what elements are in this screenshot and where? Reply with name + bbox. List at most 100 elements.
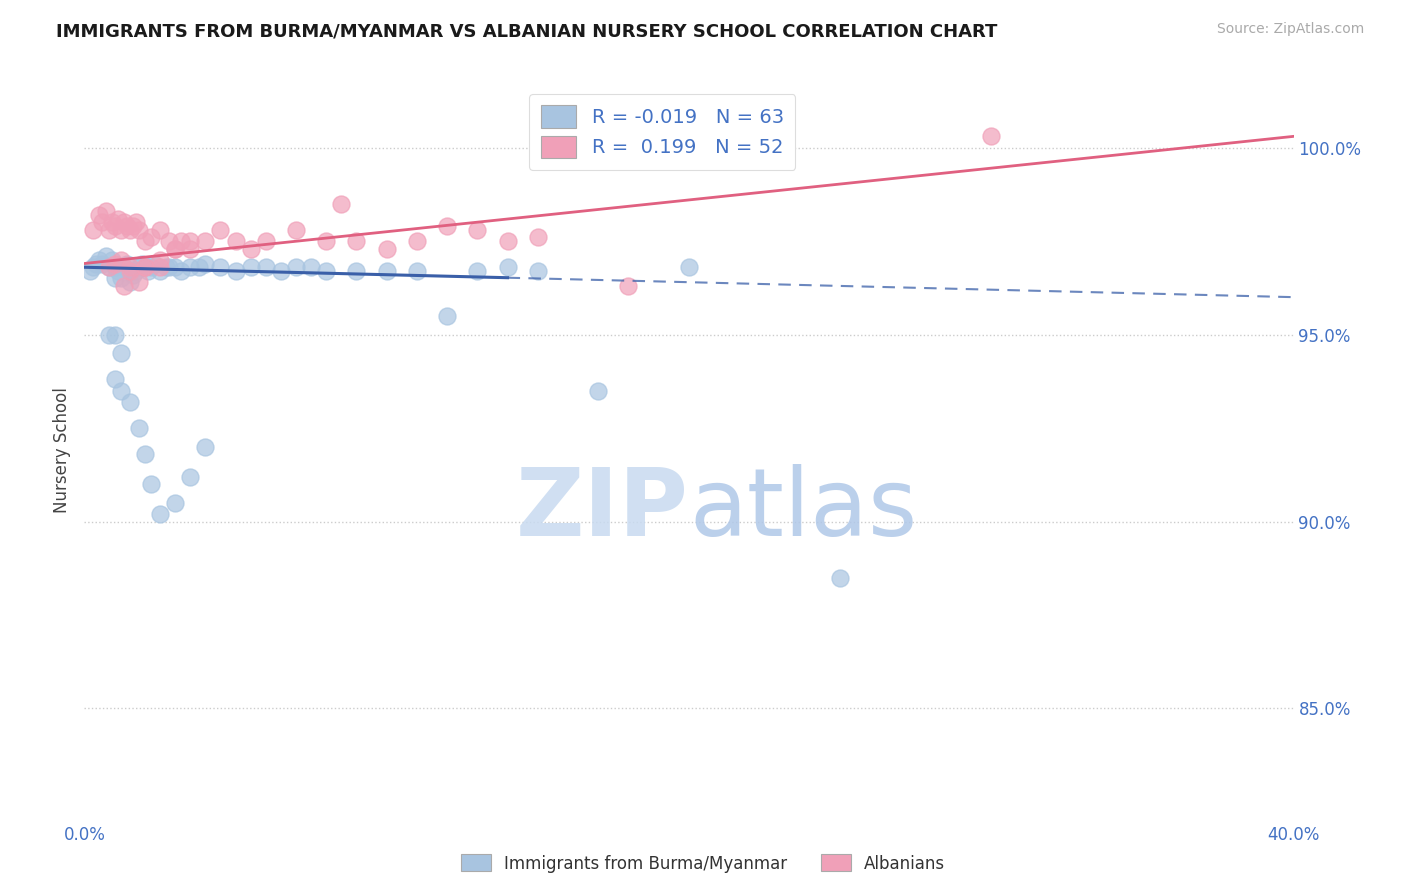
Point [121,219,143,233]
Point [155,260,177,275]
Point [115,219,138,233]
Point [134,234,156,248]
Point [467,223,489,237]
Point [107,211,129,226]
Point [112,279,135,293]
Point [82,260,104,275]
Point [112,215,135,229]
Point [149,507,172,521]
Point [110,252,132,267]
Point [97,260,120,275]
Point [134,260,156,275]
Point [239,242,262,256]
Point [179,469,201,483]
Point [157,260,180,275]
Point [100,215,122,229]
Point [104,372,127,386]
Point [97,223,120,237]
Point [118,264,141,278]
Text: IMMIGRANTS FROM BURMA/MYANMAR VS ALBANIAN NURSERY SCHOOL CORRELATION CHART: IMMIGRANTS FROM BURMA/MYANMAR VS ALBANIA… [56,22,998,40]
Point [299,260,322,275]
Legend: R = -0.019   N = 63, R =  0.199   N = 52: R = -0.019 N = 63, R = 0.199 N = 52 [530,94,796,169]
Point [104,327,127,342]
Point [91,256,114,270]
Point [346,264,368,278]
Point [527,264,550,278]
Point [89,252,111,267]
Legend: Immigrants from Burma/Myanmar, Albanians: Immigrants from Burma/Myanmar, Albanians [454,847,952,880]
Point [115,256,138,270]
Point [112,260,135,275]
Point [209,223,232,237]
Point [467,264,489,278]
Text: atlas: atlas [689,464,917,556]
Point [254,260,277,275]
Point [149,264,172,278]
Point [139,230,162,244]
Point [165,242,187,256]
Point [194,234,217,248]
Point [330,196,353,211]
Point [527,230,550,244]
Point [315,234,337,248]
Point [134,447,156,461]
Point [170,264,193,278]
Point [128,260,150,275]
Point [157,234,180,248]
Point [209,260,232,275]
Point [346,234,368,248]
Point [131,256,153,270]
Point [118,260,141,275]
Point [128,275,150,289]
Point [149,252,172,267]
Point [104,219,127,233]
Point [118,275,141,289]
Point [104,260,127,275]
Point [97,327,120,342]
Point [128,223,150,237]
Point [436,309,458,323]
Point [980,129,1002,144]
Point [179,260,201,275]
Point [128,421,150,435]
Point [588,384,610,398]
Point [86,256,108,270]
Point [375,242,398,256]
Point [134,260,156,275]
Point [94,249,117,263]
Point [496,234,519,248]
Point [104,271,127,285]
Text: Source: ZipAtlas.com: Source: ZipAtlas.com [1216,22,1364,37]
Point [100,252,122,267]
Point [110,223,132,237]
Point [125,215,148,229]
Point [97,260,120,275]
Point [225,264,247,278]
Point [678,260,700,275]
Point [110,384,132,398]
Point [496,260,519,275]
Point [107,264,129,278]
Point [110,346,132,360]
Point [94,204,117,219]
Point [285,260,308,275]
Point [136,264,159,278]
Point [194,256,217,270]
Point [270,264,292,278]
Point [165,496,187,510]
Point [170,234,193,248]
Point [830,571,852,585]
Point [239,260,262,275]
Point [89,208,111,222]
Point [79,264,101,278]
Point [406,234,429,248]
Point [179,242,201,256]
Point [118,223,141,237]
Point [82,223,104,237]
Point [125,264,148,278]
Point [139,260,162,275]
Point [254,234,277,248]
Point [165,260,187,275]
Point [91,215,114,229]
Point [118,395,141,409]
